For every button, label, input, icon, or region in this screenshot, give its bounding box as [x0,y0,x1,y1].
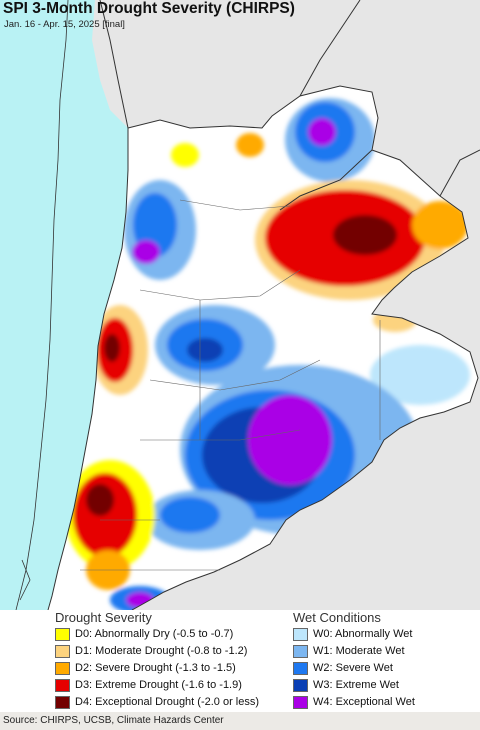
swatch-w0 [293,627,308,641]
swatch-d4 [55,695,70,709]
legend-label-d1: D1: Moderate Drought (-0.8 to -1.2) [75,645,248,657]
source-text: Source: CHIRPS, UCSB, Climate Hazards Ce… [3,715,224,726]
swatch-w4 [293,695,308,709]
swatch-w2 [293,661,308,675]
legend-label-d3: D3: Extreme Drought (-1.6 to -1.9) [75,679,242,691]
legend-label-w3: W3: Extreme Wet [313,679,399,691]
legend-item-d1: D1: Moderate Drought (-0.8 to -1.2) [55,643,247,659]
swatch-d1 [55,644,70,658]
legend-item-d0: D0: Abnormally Dry (-0.5 to -0.7) [55,626,233,642]
legend-label-w4: W4: Exceptional Wet [313,696,415,708]
map-title: SPI 3-Month Drought Severity (CHIRPS) [3,0,295,17]
drought-legend-heading: Drought Severity [55,610,152,625]
swatch-d3 [55,678,70,692]
legend-label-w2: W2: Severe Wet [313,662,393,674]
country-borders [47,0,480,610]
swatch-w1 [293,644,308,658]
legend-label-w0: W0: Abnormally Wet [313,628,413,640]
legend-item-d4: D4: Exceptional Drought (-2.0 or less) [55,694,259,710]
map-subtitle: Jan. 16 - Apr. 15, 2025 [final] [4,19,125,30]
swatch-d0 [55,627,70,641]
legend-label-d0: D0: Abnormally Dry (-0.5 to -0.7) [75,628,234,640]
legend-item-w0: W0: Abnormally Wet [293,626,412,642]
drought-map [0,0,480,610]
legend-label-d2: D2: Severe Drought (-1.3 to -1.5) [75,662,236,674]
legend-label-w1: W1: Moderate Wet [313,645,405,657]
swatch-w3 [293,678,308,692]
province-borders [80,199,381,571]
legend-item-d3: D3: Extreme Drought (-1.6 to -1.9) [55,677,242,693]
source-footer: Source: CHIRPS, UCSB, Climate Hazards Ce… [0,712,480,730]
legend-item-w1: W1: Moderate Wet [293,643,405,659]
swatch-d2 [55,661,70,675]
legend-item-w4: W4: Exceptional Wet [293,694,415,710]
legend-item-w2: W2: Severe Wet [293,660,393,676]
study-area [48,86,478,610]
wet-legend-heading: Wet Conditions [293,610,381,625]
legend-label-d4: D4: Exceptional Drought (-2.0 or less) [75,696,260,708]
coastline [15,0,69,610]
legend-item-w3: W3: Extreme Wet [293,677,399,693]
legend: Drought Severity Wet Conditions D0: Abno… [0,610,480,712]
legend-item-d2: D2: Severe Drought (-1.3 to -1.5) [55,660,236,676]
